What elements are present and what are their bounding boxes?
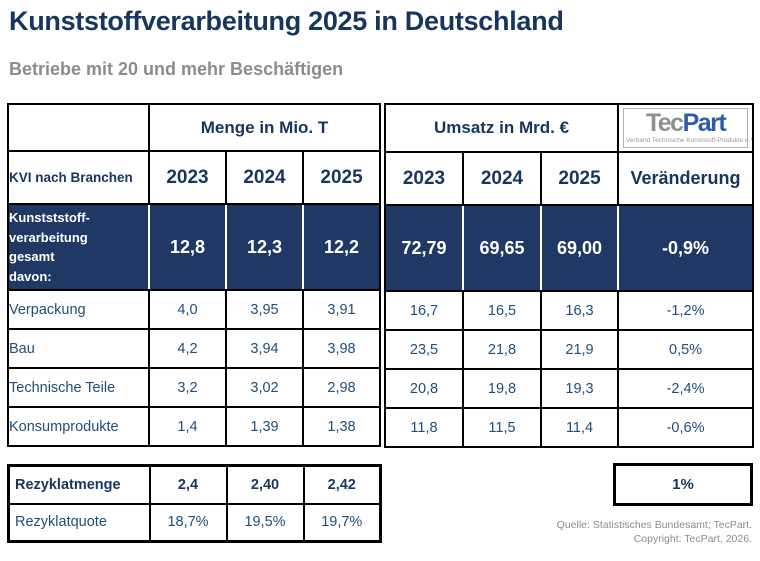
source-note: Quelle: Statistisches Bundesamt; TecPart… — [557, 518, 752, 546]
veraenderung-cell: -2,4% — [617, 368, 755, 409]
umsatz-value-cell: 20,8 — [384, 368, 464, 409]
umsatz-value-cell: 16,3 — [539, 290, 620, 331]
veraenderung-header: Veränderung — [617, 151, 755, 206]
total-label-line: davon: — [9, 268, 52, 284]
umsatz-value-cell: 11,4 — [539, 407, 620, 448]
logo-tagline: Verband Technische Kunststoff-Produkte e… — [626, 137, 754, 144]
menge-value-cell: 4,2 — [148, 328, 227, 369]
menge-value-cell: 3,91 — [301, 289, 382, 330]
row-label-cell: Konsumprodukte — [7, 406, 150, 447]
rezyklat-value-cell: 19,7% — [302, 502, 382, 543]
menge-value-cell: 1,4 — [148, 406, 227, 447]
row-header-label: KVI nach Branchen — [7, 150, 150, 205]
logo-text-blue: Part — [682, 109, 727, 137]
umsatz-value-cell: 21,8 — [462, 329, 542, 370]
table-row: 16,7 16,5 16,3 -1,2% — [384, 290, 755, 331]
menge-value-cell: 1,38 — [301, 406, 382, 447]
veraenderung-cell: -0,6% — [617, 407, 755, 448]
page-subtitle: Betriebe mit 20 und mehr Beschäftigen — [9, 59, 344, 79]
menge-value-cell: 3,94 — [225, 328, 304, 369]
menge-value-cell: 3,95 — [225, 289, 304, 330]
table-row: Verpackung 4,0 3,95 3,91 — [7, 289, 382, 330]
source-line: Quelle: Statistisches Bundesamt; TecPart… — [556, 519, 752, 531]
total-label-line: Kunstststoff- — [9, 210, 90, 225]
year-header: 2025 — [539, 151, 620, 206]
table-row: Rezyklatquote 18,7% 19,5% 19,7% — [7, 502, 382, 543]
umsatz-group-header: Umsatz in Mrd. € — [383, 103, 620, 153]
umsatz-value-cell: 19,3 — [539, 368, 620, 409]
menge-group-header: Menge in Mio. T — [147, 103, 382, 152]
year-header: 2023 — [384, 151, 464, 206]
total-umsatz-cell: 69,00 — [539, 204, 620, 292]
table-row: 23,5 21,8 21,9 0,5% — [384, 329, 755, 370]
copyright-line: Copyright: TecPart, 2026. — [633, 533, 752, 546]
table-row: Rezyklatmenge 2,4 2,40 2,42 — [7, 464, 382, 505]
veraenderung-cell: -1,2% — [617, 290, 755, 331]
rezyklat-change-box: 1% — [613, 463, 753, 506]
umsatz-value-cell: 21,9 — [539, 329, 620, 370]
row-label-cell: Technische Teile — [7, 367, 150, 408]
total-umsatz-cell: 69,65 — [462, 204, 542, 292]
menge-value-cell: 4,0 — [148, 289, 227, 330]
umsatz-value-cell: 16,7 — [384, 290, 464, 331]
total-row-label: Kunstststoff- verarbeitung gesamt davon: — [7, 203, 150, 291]
total-menge-cell: 12,8 — [148, 203, 227, 291]
umsatz-value-cell: 11,8 — [384, 407, 464, 448]
tecpart-logo-wordmark: TecPart — [626, 111, 745, 136]
menge-table: Menge in Mio. T KVI nach Branchen 2023 2… — [7, 103, 382, 447]
rezyklat-value-cell: 18,7% — [148, 502, 228, 543]
logo-text-gray: Tec — [645, 109, 684, 137]
menge-value-cell: 2,98 — [301, 367, 382, 408]
rezyklat-value-cell: 19,5% — [225, 502, 305, 543]
menge-value-cell: 3,02 — [225, 367, 304, 408]
total-umsatz-cell: 72,79 — [384, 204, 464, 292]
year-header: 2024 — [225, 150, 304, 205]
total-label-line: verarbeitung — [9, 229, 88, 245]
umsatz-value-cell: 11,5 — [462, 407, 542, 448]
menge-value-cell: 3,2 — [148, 367, 227, 408]
year-header: 2024 — [462, 151, 542, 206]
umsatz-value-cell: 23,5 — [384, 329, 464, 370]
rezyklat-row-label: Rezyklatmenge — [7, 464, 151, 505]
total-menge-cell: 12,2 — [301, 203, 382, 291]
rezyklat-table: Rezyklatmenge 2,4 2,40 2,42 Rezyklatquot… — [7, 464, 382, 543]
rezyklat-value-cell: 2,40 — [225, 464, 305, 505]
umsatz-value-cell: 19,8 — [462, 368, 542, 409]
total-menge-cell: 12,3 — [225, 203, 304, 291]
umsatz-value-cell: 16,5 — [462, 290, 542, 331]
table-row: Bau 4,2 3,94 3,98 — [7, 328, 382, 369]
row-label-cell: Bau — [7, 328, 150, 369]
rezyklat-row-label: Rezyklatquote — [7, 502, 151, 543]
tecpart-logo: TecPart Verband Technische Kunststoff-Pr… — [623, 108, 754, 148]
menge-value-cell: 1,39 — [225, 406, 304, 447]
menge-value-cell: 3,98 — [301, 328, 382, 369]
empty-header-cell — [7, 103, 150, 152]
page-title: Kunststoffverarbeitung 2025 in Deutschla… — [9, 6, 564, 36]
veraenderung-cell: 0,5% — [617, 329, 755, 370]
umsatz-table: Umsatz in Mrd. € TecPart Verband Technis… — [383, 103, 755, 448]
total-label-line: gesamt — [9, 249, 55, 264]
year-header: 2023 — [148, 150, 227, 205]
total-veraenderung-cell: -0,9% — [617, 204, 755, 292]
table-row: 20,8 19,8 19,3 -2,4% — [384, 368, 755, 409]
row-label-cell: Verpackung — [7, 289, 150, 330]
rezyklat-value-cell: 2,42 — [302, 464, 382, 505]
table-row: Konsumprodukte 1,4 1,39 1,38 — [7, 406, 382, 447]
rezyklat-value-cell: 2,4 — [148, 464, 228, 505]
tecpart-logo-cell: TecPart Verband Technische Kunststoff-Pr… — [617, 103, 755, 153]
year-header: 2025 — [301, 150, 382, 205]
rezyklat-change-value: 1% — [672, 476, 694, 493]
table-row: 11,8 11,5 11,4 -0,6% — [384, 407, 755, 448]
table-row: Technische Teile 3,2 3,02 2,98 — [7, 367, 382, 408]
